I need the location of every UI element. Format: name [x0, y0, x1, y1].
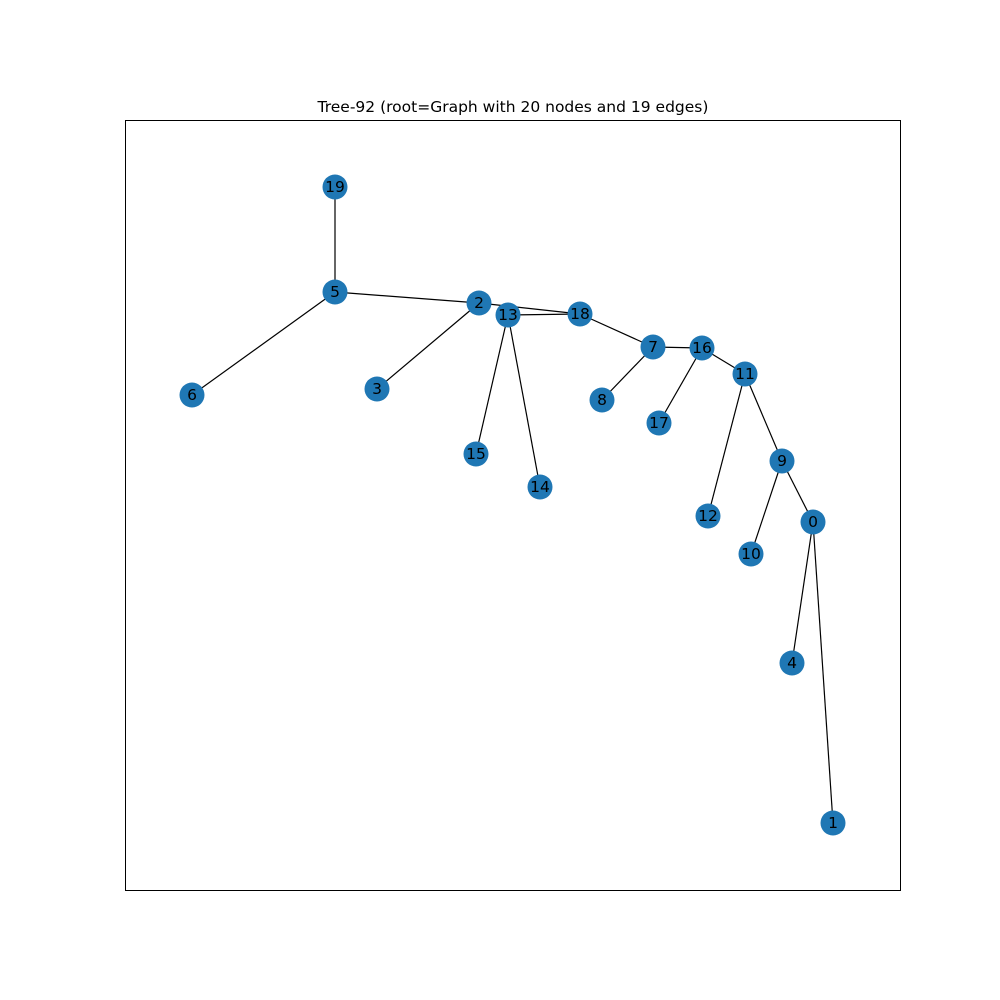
- edge-13-15: [475, 314, 509, 455]
- node-circle: [640, 334, 666, 360]
- node-circle: [364, 376, 390, 402]
- node-16: 16: [689, 335, 715, 361]
- node-circle: [463, 441, 489, 467]
- node-13: 13: [495, 302, 521, 328]
- node-circle: [646, 410, 672, 436]
- edge-0-4: [791, 521, 814, 664]
- node-label: 13: [498, 306, 518, 324]
- edge-2-3: [376, 302, 480, 390]
- edge-0-1: [812, 521, 834, 824]
- node-label: 9: [777, 452, 787, 470]
- node-circle: [466, 290, 492, 316]
- edge-5-2: [334, 291, 480, 304]
- node-circle: [820, 810, 846, 836]
- node-label: 16: [692, 339, 712, 357]
- node-label: 5: [330, 283, 340, 301]
- node-5: 5: [322, 279, 348, 305]
- edge-18-7: [579, 313, 654, 348]
- node-8: 8: [589, 387, 615, 413]
- figure-title: Tree-92 (root=Graph with 20 nodes and 19…: [317, 98, 709, 116]
- node-circle: [589, 387, 615, 413]
- node-circle: [495, 302, 521, 328]
- node-label: 17: [649, 414, 669, 432]
- node-circle: [689, 335, 715, 361]
- node-circle: [738, 541, 764, 567]
- node-circle: [322, 279, 348, 305]
- node-14: 14: [527, 474, 553, 500]
- edge-5-6: [191, 291, 336, 396]
- edge-2-18: [478, 302, 581, 315]
- node-7: 7: [640, 334, 666, 360]
- edge-layer: [191, 187, 834, 824]
- node-15: 15: [463, 441, 489, 467]
- node-label: 0: [808, 513, 818, 531]
- node-circle: [695, 503, 721, 529]
- node-circle: [179, 382, 205, 408]
- node-label: 6: [187, 386, 197, 404]
- node-label: 3: [372, 380, 382, 398]
- node-9: 9: [769, 448, 795, 474]
- node-circle: [779, 650, 805, 676]
- node-circle: [800, 509, 826, 535]
- node-17: 17: [646, 410, 672, 436]
- plot-frame: [125, 120, 901, 891]
- node-layer: 19 5 6 2 3 13 18 15 14 7 8 16 17 11 12 9 0 10 4 1: [179, 174, 846, 836]
- node-circle: [567, 301, 593, 327]
- edge-13-14: [507, 314, 541, 488]
- edge-11-12: [707, 373, 746, 517]
- node-3: 3: [364, 376, 390, 402]
- node-circle: [769, 448, 795, 474]
- node-label: 19: [325, 178, 345, 196]
- node-0: 0: [800, 509, 826, 535]
- node-label: 4: [787, 654, 797, 672]
- edge-11-9: [744, 373, 783, 462]
- node-11: 11: [732, 361, 758, 387]
- node-label: 11: [735, 365, 755, 383]
- node-circle: [732, 361, 758, 387]
- node-label: 1: [828, 814, 838, 832]
- node-circle: [527, 474, 553, 500]
- node-label: 8: [597, 391, 607, 409]
- node-19: 19: [322, 174, 348, 200]
- node-label: 18: [570, 305, 590, 323]
- node-label: 7: [648, 338, 658, 356]
- node-circle: [322, 174, 348, 200]
- node-label: 10: [741, 545, 761, 563]
- node-2: 2: [466, 290, 492, 316]
- edge-16-17: [658, 347, 703, 424]
- node-12: 12: [695, 503, 721, 529]
- node-10: 10: [738, 541, 764, 567]
- node-label: 2: [474, 294, 484, 312]
- node-label: 14: [530, 478, 550, 496]
- edge-9-10: [750, 460, 783, 555]
- node-4: 4: [779, 650, 805, 676]
- node-label: 12: [698, 507, 718, 525]
- node-label: 15: [466, 445, 486, 463]
- node-18: 18: [567, 301, 593, 327]
- node-1: 1: [820, 810, 846, 836]
- node-6: 6: [179, 382, 205, 408]
